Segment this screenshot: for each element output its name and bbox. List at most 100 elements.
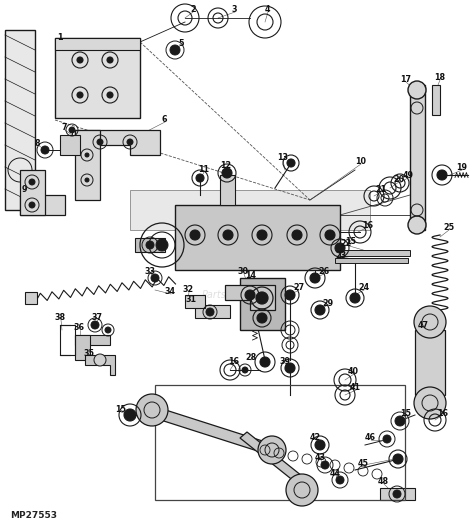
Polygon shape [145,405,275,455]
Polygon shape [220,175,235,205]
Text: 46: 46 [365,433,376,442]
Text: 23: 23 [335,250,346,259]
Polygon shape [225,285,275,310]
Circle shape [414,387,446,419]
Circle shape [257,230,267,240]
Text: 43: 43 [315,453,326,463]
Text: 10: 10 [355,158,366,167]
Polygon shape [340,250,410,256]
Circle shape [350,293,360,303]
Text: 45: 45 [358,458,369,467]
Circle shape [222,168,232,178]
Text: 15: 15 [345,237,356,246]
Text: 41: 41 [350,384,361,392]
Text: 29: 29 [322,299,333,308]
Circle shape [414,306,446,338]
Text: 39: 39 [280,357,291,366]
Circle shape [41,146,49,154]
Text: 18: 18 [434,73,445,82]
Text: 24: 24 [358,283,369,292]
Circle shape [190,230,200,240]
Circle shape [146,241,154,249]
Bar [25,292,37,304]
Circle shape [170,45,180,55]
Polygon shape [60,135,80,155]
Polygon shape [415,330,445,395]
Circle shape [85,178,89,182]
Bar [155,385,405,500]
Polygon shape [75,335,90,360]
Text: 33: 33 [145,267,156,277]
Text: 16: 16 [228,357,239,366]
Text: 22: 22 [340,238,351,247]
Text: 3: 3 [232,5,237,15]
Circle shape [408,81,426,99]
Circle shape [285,363,295,373]
Polygon shape [135,238,165,252]
Text: 19: 19 [456,163,467,172]
Text: 49: 49 [403,170,414,180]
Circle shape [260,357,270,367]
Polygon shape [175,205,340,270]
Text: 7: 7 [62,124,67,133]
Circle shape [196,174,204,182]
Circle shape [315,305,325,315]
Circle shape [437,170,447,180]
Polygon shape [195,305,230,318]
Text: 15: 15 [115,406,126,414]
Text: 4: 4 [265,5,271,15]
Circle shape [395,416,405,426]
Polygon shape [5,30,35,210]
Text: 36: 36 [74,323,85,333]
Text: PartsStream™: PartsStream™ [202,290,272,300]
Polygon shape [20,170,45,215]
Circle shape [393,490,401,498]
Circle shape [206,308,214,316]
Text: 44: 44 [330,468,341,477]
Circle shape [285,290,295,300]
Text: 31: 31 [186,296,197,304]
Text: 16: 16 [362,221,373,230]
Circle shape [151,274,159,282]
Circle shape [223,230,233,240]
Text: MP27553: MP27553 [10,510,57,519]
Text: 11: 11 [198,166,209,174]
Circle shape [393,454,403,464]
Text: 5: 5 [178,38,183,48]
Text: 14: 14 [245,270,256,279]
Circle shape [383,435,391,443]
Text: 12: 12 [220,160,231,169]
Text: 42: 42 [310,433,321,442]
Text: 17: 17 [400,75,411,84]
Polygon shape [410,85,425,230]
Text: 37: 37 [92,313,103,322]
Circle shape [336,476,344,484]
Polygon shape [240,278,285,330]
Circle shape [325,230,335,240]
Circle shape [321,461,329,469]
Circle shape [69,127,75,133]
Text: 30: 30 [238,267,249,277]
Circle shape [287,159,295,167]
Circle shape [156,239,168,251]
Text: 1: 1 [57,32,63,41]
Polygon shape [85,355,115,375]
Text: 21: 21 [375,185,386,194]
Circle shape [97,139,103,145]
Circle shape [286,474,318,506]
Circle shape [315,440,325,450]
Circle shape [94,354,106,366]
Polygon shape [185,295,205,308]
Text: 28: 28 [245,354,256,363]
Circle shape [107,92,113,98]
Text: 20: 20 [393,176,404,184]
Text: 8: 8 [35,138,41,147]
Polygon shape [75,130,160,155]
Text: 32: 32 [183,286,194,294]
Circle shape [292,230,302,240]
Circle shape [256,292,268,304]
Circle shape [124,409,136,421]
Text: 25: 25 [443,224,454,233]
Circle shape [136,394,168,426]
Circle shape [29,202,35,208]
